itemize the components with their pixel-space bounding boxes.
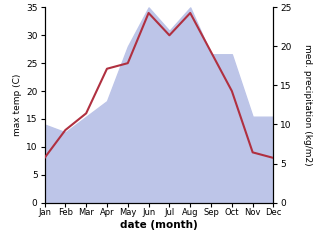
Y-axis label: max temp (C): max temp (C) xyxy=(13,74,22,136)
X-axis label: date (month): date (month) xyxy=(120,220,198,230)
Y-axis label: med. precipitation (kg/m2): med. precipitation (kg/m2) xyxy=(303,44,312,166)
